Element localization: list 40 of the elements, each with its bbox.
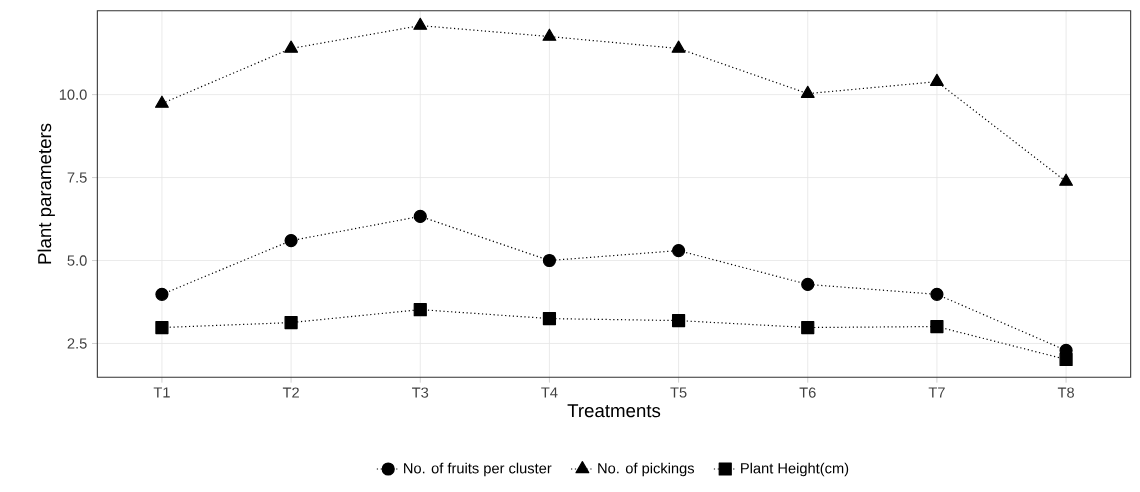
- point: [413, 209, 427, 223]
- y-tick-label: 5.0: [67, 255, 87, 266]
- x-tick-label: T8: [1057, 387, 1074, 398]
- point: [413, 303, 427, 317]
- point: [155, 320, 169, 335]
- point: [413, 17, 428, 30]
- point: [671, 313, 686, 328]
- y-axis-title: Plant parameters: [37, 123, 55, 264]
- point: [929, 73, 944, 86]
- x-tick-label: T4: [541, 387, 558, 398]
- legend-label: Plant Height(cm): [741, 462, 849, 477]
- x-tick-label: T5: [670, 387, 687, 398]
- legend-label: No. of fruits per cluster: [404, 462, 552, 477]
- point: [284, 234, 298, 248]
- x-tick-label: T7: [928, 387, 945, 398]
- point: [671, 40, 686, 53]
- point: [154, 95, 169, 108]
- x-axis-title: Treatments: [567, 404, 661, 418]
- point: [542, 28, 557, 41]
- point: [1059, 173, 1074, 186]
- x-tick-label: T2: [282, 387, 299, 398]
- x-tick-label: T6: [799, 387, 816, 398]
- point: [930, 319, 944, 334]
- x-tick-label: T3: [412, 387, 429, 398]
- point: [800, 85, 815, 98]
- y-tick-label: 7.5: [67, 172, 87, 183]
- point: [284, 315, 298, 330]
- y-tick-label: 10.0: [59, 89, 87, 100]
- point: [155, 287, 169, 301]
- point: [1059, 352, 1073, 366]
- legend-label: No. of pickings: [598, 462, 695, 477]
- point: [801, 320, 815, 335]
- point: [542, 253, 557, 268]
- x-tick-label: T1: [153, 387, 170, 398]
- point: [284, 40, 299, 53]
- y-tick-label: 2.5: [67, 338, 87, 349]
- point: [930, 287, 944, 301]
- point: [801, 277, 815, 292]
- point: [671, 243, 686, 258]
- point: [542, 311, 557, 326]
